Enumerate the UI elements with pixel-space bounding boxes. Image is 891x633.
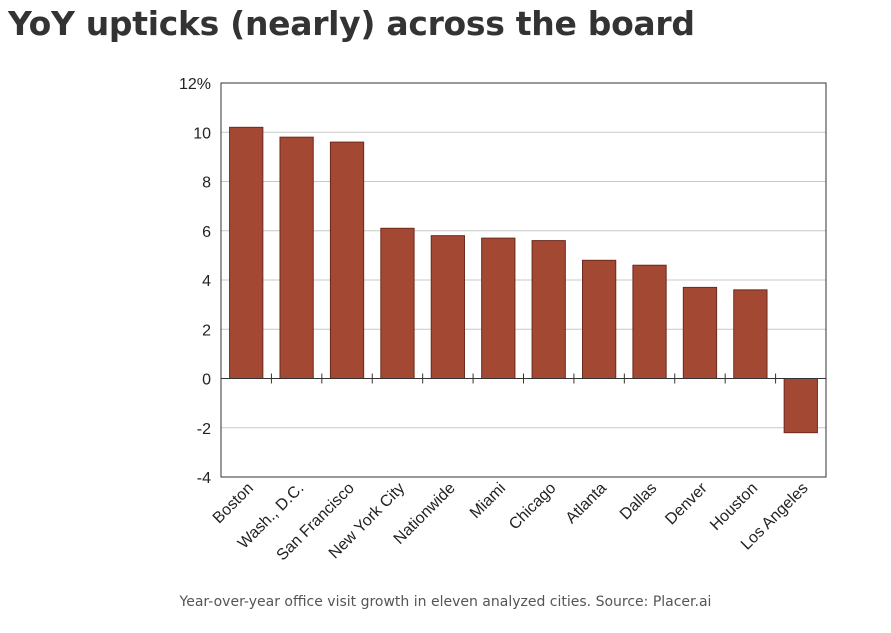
bar-san-francisco	[329, 141, 365, 379]
x-tick-label: Denver	[662, 479, 711, 528]
plot-frame	[220, 82, 827, 478]
bar-chicago	[531, 240, 566, 379]
bar-nationwide	[430, 235, 466, 379]
x-tick-label: Miami	[467, 480, 509, 522]
x-tick-label: Chicago	[506, 480, 560, 534]
chart-headline: YoY upticks (nearly) across the board	[8, 4, 695, 43]
y-tick-label: 12%	[179, 76, 211, 93]
bar-wash-d-c	[279, 136, 314, 379]
bar-denver	[682, 286, 718, 380]
x-tick-label: Dallas	[617, 480, 660, 523]
y-tick-label: 2	[202, 322, 211, 339]
y-tick-label: 4	[202, 273, 211, 290]
y-tick-label: 8	[202, 175, 211, 192]
y-tick-label: -2	[197, 421, 211, 438]
y-tick-label: 10	[193, 125, 211, 142]
x-tick-label: Boston	[210, 480, 257, 527]
bar-los-angeles	[783, 378, 818, 434]
bar-dallas	[632, 264, 667, 380]
bar-boston	[229, 126, 264, 379]
chart-caption: Year-over-year office visit growth in el…	[179, 594, 712, 610]
bar-miami	[481, 237, 516, 379]
bar-houston	[733, 289, 768, 380]
y-tick-label: 0	[202, 372, 211, 389]
axis-ticks	[270, 373, 777, 384]
y-tick-label: 6	[202, 224, 211, 241]
y-tick-label: -4	[197, 470, 211, 487]
bar-atlanta	[581, 259, 617, 379]
y-axis-tick-labels: -4 -2 0 2 4 6 8 10 12%	[179, 76, 211, 487]
bar-new-york-city	[380, 227, 415, 379]
x-tick-label: Atlanta	[563, 480, 610, 527]
